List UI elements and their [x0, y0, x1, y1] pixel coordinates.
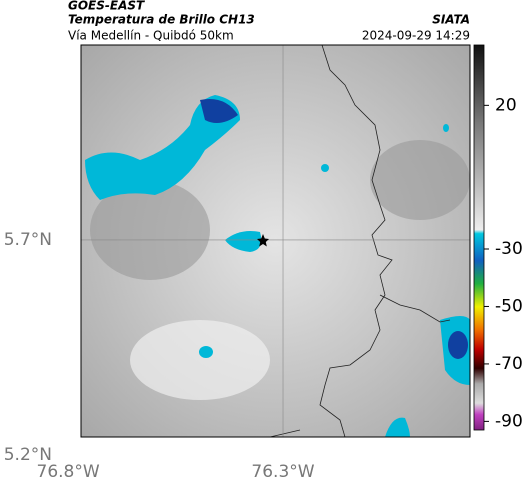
- cold-cloud: [225, 231, 262, 252]
- lon-tick-label: 76.8°W: [37, 462, 100, 482]
- colorbar-tick-label: -70: [495, 354, 523, 374]
- cold-cloud-core: [448, 331, 468, 359]
- lat-tick-label: 5.7°N: [4, 230, 52, 250]
- ticks: 76.8°W 76.3°W 5.7°N 5.2°N 20 -30 -50 -70 -90: [4, 95, 523, 482]
- cold-cloud: [321, 164, 329, 172]
- border: [269, 429, 301, 437]
- colorbar-tick-label: -30: [495, 239, 523, 259]
- cold-cloud: [85, 95, 240, 200]
- route: Vía Medellín - Quibdó 50km: [68, 29, 234, 43]
- station-marker: [257, 234, 269, 247]
- cloud: [370, 140, 470, 220]
- colorbar-tick-label: 20: [495, 95, 517, 115]
- map-image: [81, 45, 470, 437]
- border: [319, 45, 393, 437]
- cold-cloud-core: [200, 99, 238, 124]
- colorbar-tick-label: -50: [495, 296, 523, 316]
- colorbar-tick-label: -90: [495, 411, 523, 431]
- cold-cloud: [443, 124, 449, 132]
- cold-cloud: [199, 346, 213, 358]
- lat-tick-label: 5.2°N: [4, 445, 52, 465]
- timestamp: 2024-09-29 14:29: [362, 29, 470, 43]
- title: GOES-EAST: [68, 0, 145, 13]
- lon-tick-label: 76.3°W: [251, 462, 314, 482]
- cloud: [130, 320, 270, 400]
- colorbar: [473, 44, 485, 431]
- border: [379, 294, 451, 323]
- grid: [81, 45, 470, 437]
- source: SIATA: [432, 13, 470, 27]
- subtitle: Temperatura de Brillo CH13: [68, 13, 255, 27]
- cold-cloud: [385, 417, 410, 437]
- cloud: [90, 180, 210, 280]
- map-frame: [80, 44, 471, 438]
